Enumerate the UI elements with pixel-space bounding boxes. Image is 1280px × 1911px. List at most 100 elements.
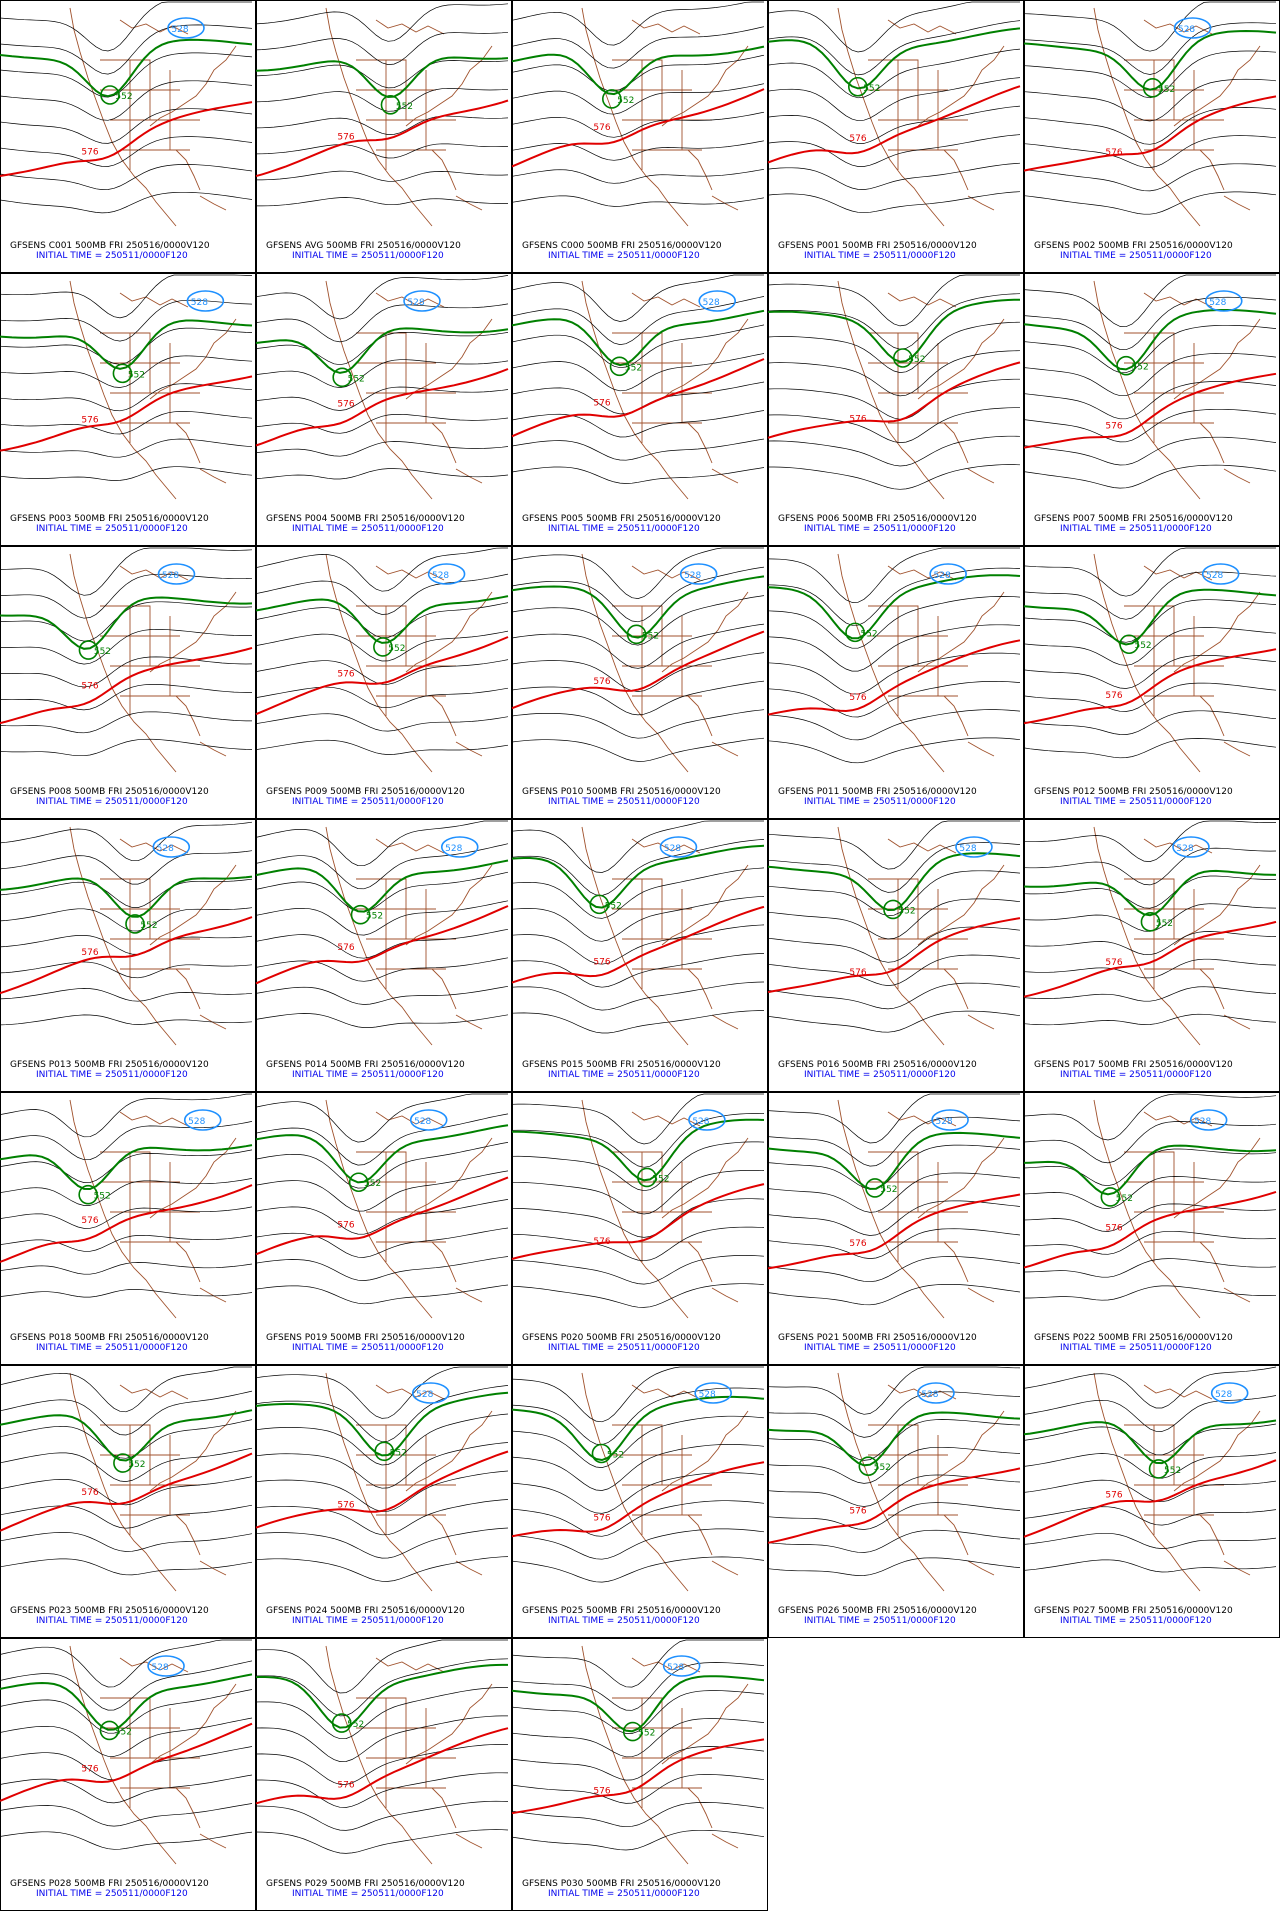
height-contour [767, 1557, 1021, 1576]
contour-576 [255, 99, 509, 178]
height-contour [511, 652, 765, 692]
contour-528 [1204, 290, 1243, 312]
height-contour [0, 988, 253, 1002]
map-panel: 552 576 528 GFSENS P005 500MB FRI 250516/00… [511, 273, 768, 546]
height-contour [511, 438, 765, 461]
height-contour [511, 1093, 764, 1145]
contour-528 [955, 836, 993, 858]
coastline [837, 1099, 1005, 1319]
panel-initial-time: INITIAL TIME = 250511/0000F120 [292, 1616, 444, 1626]
height-contour [767, 20, 1021, 76]
contour-label: 576 [81, 948, 98, 958]
contour-label: 576 [337, 1500, 354, 1510]
contour-label: 552 [1156, 919, 1173, 929]
height-contour [767, 1283, 1021, 1306]
map-panel: 552 576 528 GFSENS P030 500MB FRI 250516/00… [511, 1638, 768, 1911]
contour-label: 552 [115, 92, 132, 102]
panel-title: GFSENS AVG 500MB FRI 250516/0000V120 [266, 241, 461, 251]
closed-low [883, 899, 903, 920]
closed-low [626, 624, 647, 645]
contour-label: 552 [625, 363, 642, 373]
height-contour [767, 1, 1020, 53]
contour-552 [0, 1673, 253, 1731]
contour-label: 552 [874, 1463, 891, 1473]
map-panel: 552 576 528 GFSENS P018 500MB FRI 250516/00… [0, 1092, 256, 1365]
height-contour [255, 957, 509, 982]
closed-low [373, 637, 393, 657]
panel-title: GFSENS P001 500MB FRI 250516/0000V120 [778, 241, 977, 251]
height-contour [767, 596, 1021, 649]
height-contour [255, 359, 509, 388]
height-contour [511, 140, 765, 161]
height-contour [1023, 135, 1277, 168]
contour-label: 576 [1105, 148, 1122, 158]
contour-label: 552 [140, 921, 157, 931]
height-contour [0, 1831, 253, 1850]
height-contour [767, 820, 1020, 870]
closed-low [78, 1184, 98, 1205]
contour-label: 552 [94, 1192, 111, 1202]
height-contour [0, 24, 253, 75]
height-contour [767, 407, 1020, 443]
height-contour [511, 1556, 765, 1583]
panel-border [256, 0, 512, 273]
closed-low [78, 640, 99, 660]
contour-label: 552 [1134, 641, 1151, 651]
panel-initial-time: INITIAL TIME = 250511/0000F120 [292, 1343, 444, 1353]
contour-576 [511, 1738, 765, 1815]
map-panel: 552 576 528 GFSENS P014 500MB FRI 250516/00… [255, 819, 512, 1092]
height-contour [255, 1800, 509, 1831]
closed-low [100, 85, 120, 105]
height-contour [1023, 547, 1276, 597]
contour-label: 552 [94, 647, 111, 657]
contour-552 [511, 844, 765, 909]
height-contour [511, 1283, 765, 1308]
height-contour [0, 1366, 252, 1413]
height-contour [0, 1558, 253, 1576]
contour-552 [1023, 1144, 1277, 1196]
panel-title: GFSENS C001 500MB FRI 250516/0000V120 [10, 241, 210, 251]
panel-border [0, 273, 256, 546]
contour-552 [0, 1409, 253, 1462]
panel-initial-time: INITIAL TIME = 250511/0000F120 [36, 251, 188, 261]
map-panel: 552 576 528 GFSENS P020 500MB FRI 250516/00… [511, 1092, 768, 1365]
contour-576 [767, 85, 1021, 164]
height-contour [0, 1014, 253, 1026]
height-contour [1023, 436, 1277, 466]
contour-label: 528 [1206, 571, 1223, 581]
contour-576 [0, 1184, 253, 1263]
height-contour [511, 981, 765, 1011]
panel-border [0, 546, 256, 819]
contour-label: 528 [667, 1663, 684, 1673]
height-contour [0, 573, 253, 619]
contour-552 [511, 309, 765, 367]
coastline [837, 553, 1005, 773]
height-contour [767, 105, 1021, 144]
height-contour [0, 684, 252, 711]
contour-label: 552 [642, 631, 659, 641]
contour-552 [767, 1131, 1021, 1190]
height-contour [0, 1660, 253, 1711]
height-contour [0, 1689, 253, 1734]
panel-border [768, 1365, 1024, 1638]
contour-label: 552 [348, 374, 365, 384]
height-contour [767, 624, 1021, 672]
contour-label: 576 [81, 1764, 98, 1774]
height-contour [511, 595, 765, 646]
contour-label: 576 [593, 1514, 610, 1524]
map-panel: 552 576 528 GFSENS P024 500MB FRI 250516/00… [255, 1365, 512, 1638]
panel-title: GFSENS P006 500MB FRI 250516/0000V120 [778, 514, 977, 524]
contour-label: 552 [128, 1460, 145, 1470]
height-contour [0, 80, 253, 121]
map-panel: 552 576 528 GFSENS P025 500MB FRI 250516/00… [511, 1365, 768, 1638]
height-contour [767, 954, 1021, 986]
contour-label: 528 [664, 844, 681, 854]
height-contour [0, 1717, 253, 1757]
height-contour [511, 820, 764, 873]
contour-576 [511, 358, 765, 438]
height-contour [0, 738, 253, 757]
panel-title: GFSENS P015 500MB FRI 250516/0000V120 [522, 1060, 721, 1070]
height-contour [255, 31, 509, 65]
coastline [837, 1372, 1005, 1592]
height-contour [1023, 274, 1276, 328]
